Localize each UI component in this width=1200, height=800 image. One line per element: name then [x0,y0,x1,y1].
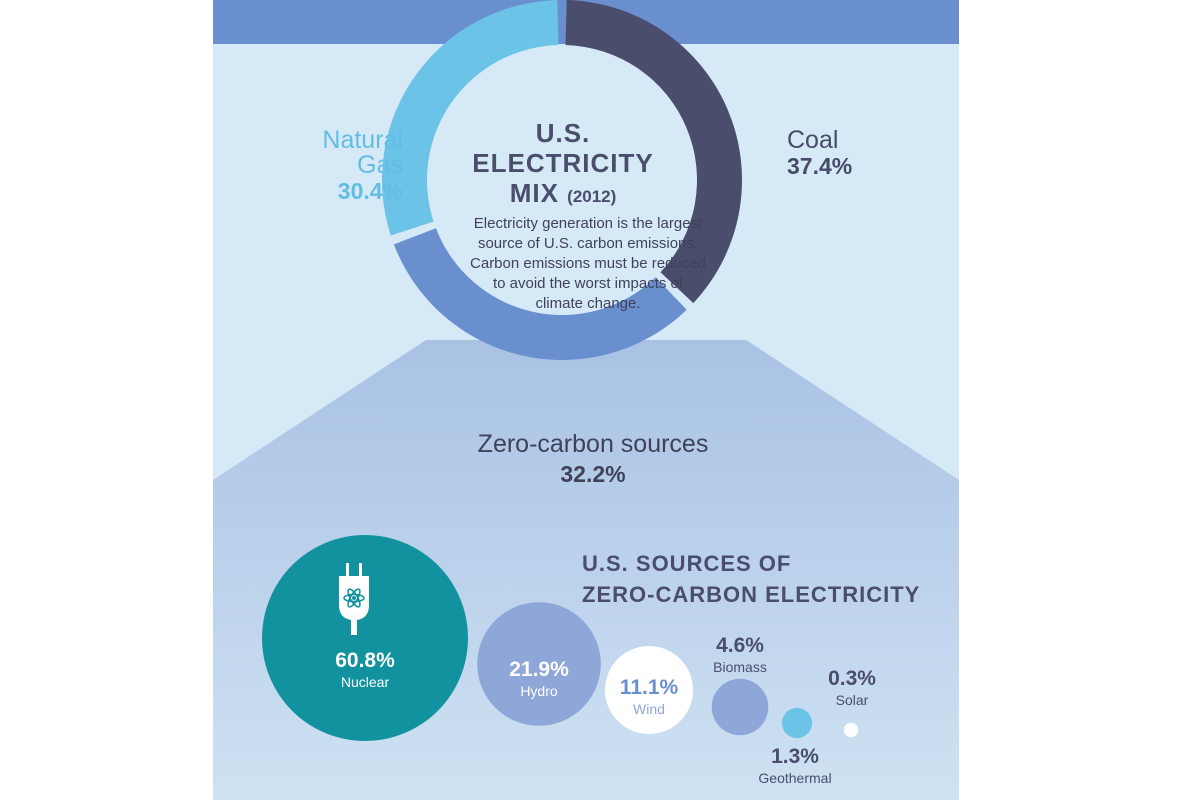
slice-name: Gas [357,151,403,179]
description-line: Carbon emissions must be reduced [470,255,706,272]
bubble-value: 60.8% [335,649,395,672]
zero-carbon-title-line: U.S. SOURCES OF [582,551,792,576]
bubble-value: 1.3% [771,745,819,768]
slice-value: 32.2% [560,461,626,487]
bubble-name: Geothermal [758,770,832,786]
zero-carbon-label: Zero-carbon sources 32.2% [413,430,773,488]
slice-name: Coal [787,126,839,154]
solar-label: 0.3% Solar [782,667,922,709]
bubble-name: Solar [835,692,869,708]
infographic-panel: U.S. ELECTRICITY MIX (2012) Electricity … [213,0,959,800]
wind-label: 11.1% Wind [579,676,719,718]
donut-title-line: U.S. [535,118,591,148]
plug-atom-icon [339,563,369,635]
bubble-solar [843,722,859,738]
description-line: climate change. [535,295,641,312]
hydro-label: 21.9% Hydro [469,658,609,700]
bubble-value: 4.6% [716,634,764,657]
donut-title-year: (2012) [567,187,617,206]
electricity-mix-donut-chart [213,0,959,800]
slice-name: Natural [322,126,403,154]
zero-carbon-title-line: ZERO-CARBON ELECTRICITY [582,582,921,607]
bubble-wind [605,646,693,734]
coal-label: Coal 37.4% [787,126,947,180]
slice-name: Zero-carbon sources [477,430,709,458]
donut-slice-coal [565,0,742,304]
geothermal-label: 1.3% Geothermal [725,745,865,787]
bubble-value: 21.9% [509,658,569,681]
bubble-value: 0.3% [828,667,876,690]
donut-title-line: ELECTRICITY [472,148,654,178]
donut-title: U.S. ELECTRICITY MIX (2012) [453,118,673,212]
bubble-name: Biomass [713,659,767,675]
description-line: Electricity generation is the largest [473,215,703,232]
donut-slice-zero-carbon [393,228,687,360]
bubble-value: 11.1% [619,676,679,699]
bubble-name: Nuclear [340,674,390,690]
slice-value: 37.4% [787,153,853,179]
biomass-label: 4.6% Biomass [670,634,810,676]
nuclear-label: 60.8% Nuclear [295,649,435,691]
donut-description: Electricity generation is the largest so… [438,214,738,314]
bubble-biomass [711,678,769,736]
donut-title-line: MIX [509,178,559,208]
slice-value: 30.4% [337,178,403,204]
bubble-name: Wind [633,701,665,717]
description-line: source of U.S. carbon emissions. [477,235,699,252]
donut-slice-natural-gas [382,0,559,236]
description-line: to avoid the worst impacts of [492,275,684,292]
bubble-nuclear [262,535,468,741]
bubble-name: Hydro [520,683,558,699]
bubble-geothermal [781,707,813,739]
zero-carbon-title: U.S. SOURCES OF ZERO-CARBON ELECTRICITY [582,548,920,610]
natural-gas-label: Natural Gas 30.4% [273,126,403,205]
bubble-hydro [477,602,601,726]
